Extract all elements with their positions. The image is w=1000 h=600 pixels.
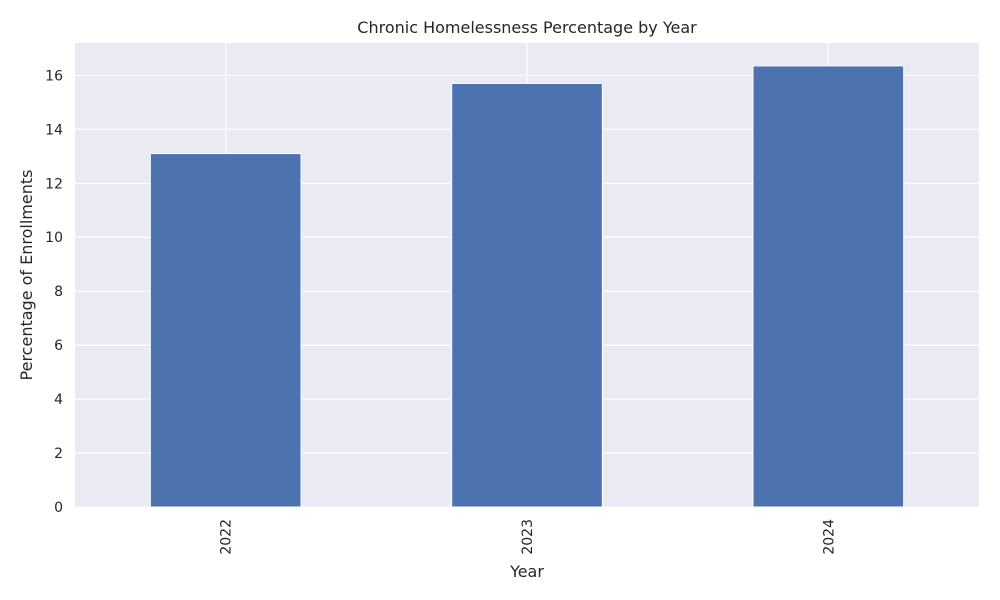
- x-tick-label: 2022: [219, 519, 235, 555]
- y-tick-label: 10: [45, 230, 63, 246]
- chart-title: Chronic Homelessness Percentage by Year: [357, 18, 697, 37]
- y-tick-label: 14: [45, 122, 63, 138]
- y-tick-label: 12: [45, 176, 63, 192]
- x-tick-label: 2023: [520, 519, 536, 555]
- x-tick-labels: 2022 2023 2024: [219, 519, 838, 555]
- y-tick-label: 8: [54, 284, 63, 300]
- y-tick-labels: 0 2 4 6 8 10 12 14 16: [45, 68, 63, 516]
- bar-2022: [149, 153, 302, 508]
- y-tick-label: 0: [54, 500, 63, 516]
- x-tick-label: 2024: [821, 519, 837, 555]
- y-tick-label: 16: [45, 68, 63, 84]
- y-tick-label: 2: [54, 446, 63, 462]
- y-tick-label: 4: [54, 392, 63, 408]
- bars: [149, 65, 905, 508]
- y-tick-label: 6: [54, 338, 63, 354]
- y-axis-label: Percentage of Enrollments: [17, 170, 36, 381]
- x-axis-label: Year: [509, 562, 544, 581]
- bar-2023: [451, 82, 603, 508]
- bar-2024: [752, 65, 905, 508]
